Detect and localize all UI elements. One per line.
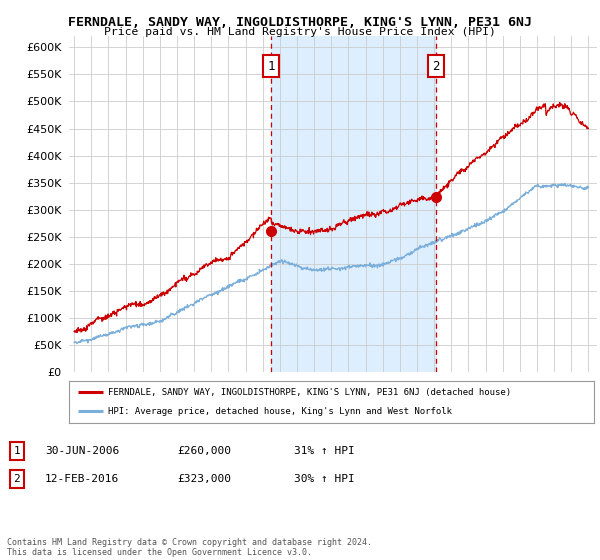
Text: HPI: Average price, detached house, King's Lynn and West Norfolk: HPI: Average price, detached house, King… (109, 407, 452, 416)
Text: £323,000: £323,000 (177, 474, 231, 484)
Text: 31% ↑ HPI: 31% ↑ HPI (294, 446, 355, 456)
Text: FERNDALE, SANDY WAY, INGOLDISTHORPE, KING'S LYNN, PE31 6NJ: FERNDALE, SANDY WAY, INGOLDISTHORPE, KIN… (68, 16, 532, 29)
Text: 30-JUN-2006: 30-JUN-2006 (45, 446, 119, 456)
Text: 1: 1 (268, 60, 275, 73)
Text: 2: 2 (13, 474, 20, 484)
Text: Price paid vs. HM Land Registry's House Price Index (HPI): Price paid vs. HM Land Registry's House … (104, 27, 496, 37)
Text: 1: 1 (13, 446, 20, 456)
Bar (271, 36, 436, 372)
Text: 2: 2 (433, 60, 440, 73)
Text: 12-FEB-2016: 12-FEB-2016 (45, 474, 119, 484)
Text: £260,000: £260,000 (177, 446, 231, 456)
Text: 30% ↑ HPI: 30% ↑ HPI (294, 474, 355, 484)
Text: FERNDALE, SANDY WAY, INGOLDISTHORPE, KING'S LYNN, PE31 6NJ (detached house): FERNDALE, SANDY WAY, INGOLDISTHORPE, KIN… (109, 388, 511, 396)
Text: Contains HM Land Registry data © Crown copyright and database right 2024.
This d: Contains HM Land Registry data © Crown c… (7, 538, 372, 557)
